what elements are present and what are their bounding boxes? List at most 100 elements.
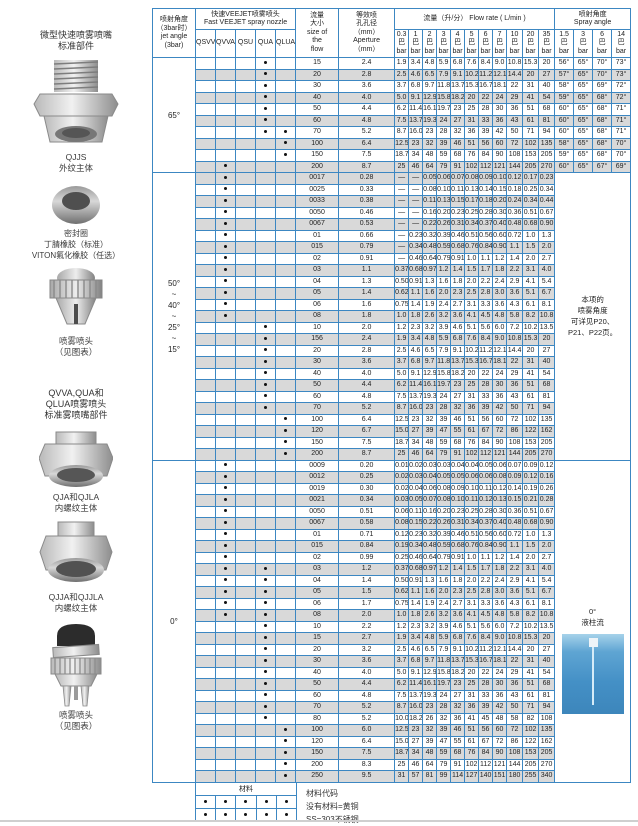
flow-cell: 0.60 (492, 229, 508, 242)
model-dot-cell (215, 264, 236, 277)
flow-cell: 0.97 (422, 563, 438, 576)
size-cell: 40 (295, 91, 340, 104)
flow-cell: 1.5 (464, 563, 480, 576)
flow-cell: 6.2 (394, 678, 410, 691)
flow-cell: 23 (422, 701, 438, 714)
flow-cell: 34 (408, 436, 424, 449)
spray-angle-note-cell: 0° 液柱流 (554, 459, 632, 783)
flow-cell: 0.16 (538, 471, 556, 484)
size-cell: 150 (295, 436, 340, 449)
model-dot (284, 800, 288, 804)
model-dot-cell (274, 390, 297, 403)
flow-cell: 1.4 (450, 563, 466, 576)
flow-cell: 9.7 (422, 655, 438, 668)
model-dot-cell (255, 505, 276, 518)
flow-cell: 23 (450, 379, 466, 392)
spray-angle-cell: 69° (592, 80, 613, 93)
flow-cell: 72 (492, 425, 508, 438)
model-dot-cell (235, 597, 256, 610)
flow-cell: 1.3 (538, 229, 556, 242)
flow-cell: — (394, 206, 410, 219)
model-dot-cell (255, 678, 276, 691)
model-dot-cell (215, 137, 236, 150)
model-dot-cell (195, 367, 216, 380)
flow-cell: 0.067 (478, 471, 494, 484)
table-row: 06 1.7 0.75 1.4 1.9 2.4 2.7 3.1 3.3 3.6 4.3 6.1 8.1 (153, 597, 631, 610)
flow-cell: 72 (506, 137, 524, 150)
flow-cell: 0.34 (464, 218, 480, 231)
model-dot-cell (235, 390, 256, 403)
model-dot (284, 762, 288, 766)
flow-cell: 13.7 (408, 114, 424, 127)
material-dot-cell (255, 808, 277, 822)
flow-cell: 48 (422, 149, 438, 162)
model-dot-cell (215, 494, 236, 507)
flow-cell: 4.8 (422, 632, 438, 645)
model-dot (264, 106, 267, 110)
model-dot-cell (215, 252, 236, 265)
table-row: 20 2.8 2.5 4.6 6.5 7.9 9.1 10.2 11.2 12.1 14.4 20 27 (153, 344, 631, 357)
flow-cell: 29 (506, 91, 524, 104)
flow-cell: 122 (522, 425, 540, 438)
model-dot-cell (195, 379, 216, 392)
flow-cell: 18.2 (450, 666, 466, 679)
model-dot-cell (235, 344, 256, 357)
flow-cell: 153 (522, 149, 540, 162)
flow-cell: 5.9 (436, 57, 452, 70)
model-dot-cell (274, 160, 297, 173)
flow-cell: 13.7 (408, 689, 424, 702)
model-dot (224, 612, 227, 616)
flow-cell: 71 (522, 701, 540, 714)
model-dot (264, 589, 267, 593)
flow-cell: 27 (538, 68, 556, 81)
model-dot-cell (215, 563, 236, 576)
flow-cell: 84 (478, 149, 494, 162)
flow-cell: 29 (506, 367, 524, 380)
flow-cell: 2.0 (436, 586, 452, 599)
flow-cell: 28 (436, 701, 452, 714)
flow-cell: 25 (394, 758, 410, 771)
flow-cell: 0.37 (394, 563, 410, 576)
flow-cell: 0.21 (522, 494, 540, 507)
model-dot-cell (215, 471, 236, 484)
flow-cell: 0.18 (506, 183, 524, 196)
flow-cell: 81 (538, 390, 556, 403)
flow-cell: 19.7 (436, 379, 452, 392)
flow-cell: 84 (478, 747, 494, 760)
flow-cell: 76 (464, 149, 480, 162)
model-dot-cell (274, 643, 297, 656)
flow-cell: 47 (436, 425, 452, 438)
model-dot-cell (215, 103, 236, 116)
flow-cell: 19.3 (422, 114, 438, 127)
model-dot-cell (255, 367, 276, 380)
aperture-cell: 0.33 (338, 183, 396, 196)
flow-cell: 7.5 (394, 390, 410, 403)
flow-cell: 15.3 (464, 655, 480, 668)
flow-cell: 22 (478, 666, 494, 679)
aperture-cell: 7.5 (338, 149, 396, 162)
size-cell: 0012 (295, 471, 340, 484)
model-dot-cell (215, 609, 236, 622)
flow-cell: 7.9 (436, 344, 452, 357)
model-dot-cell (255, 310, 276, 323)
size-cell: 20 (295, 344, 340, 357)
material-code-title: 材料代码 (306, 789, 338, 798)
flow-cell: 6.8 (408, 655, 424, 668)
model-dot-cell (195, 160, 216, 173)
table-row: 01 0.66—0.23 0.32 0.39 0.46 0.51 0.56 0.60 0.72 1… (153, 229, 631, 242)
spec-table: 喷射角度 （3bar时） jet angle (3bar) 快速VEEJET喷雾… (152, 8, 632, 783)
material-legend: 材料代码 没有材料=黄铜 SS=303不锈钢 (306, 787, 359, 826)
model-dot-cell (195, 471, 216, 484)
model-dot-cell (255, 390, 276, 403)
model-dot (224, 175, 227, 179)
model-dot-cell (235, 321, 256, 334)
section-angle-label: 0° (152, 459, 196, 783)
qjja-body-photo (0, 520, 152, 586)
flow-cell: 67 (478, 425, 494, 438)
flow-cell: 8.4 (478, 632, 494, 645)
flow-cell: 0.15 (492, 183, 508, 196)
size-cell: 70 (295, 126, 340, 139)
size-cell: 05 (295, 287, 340, 300)
flow-cell: 40 (538, 80, 556, 93)
flow-cell: 2.4 (436, 298, 452, 311)
